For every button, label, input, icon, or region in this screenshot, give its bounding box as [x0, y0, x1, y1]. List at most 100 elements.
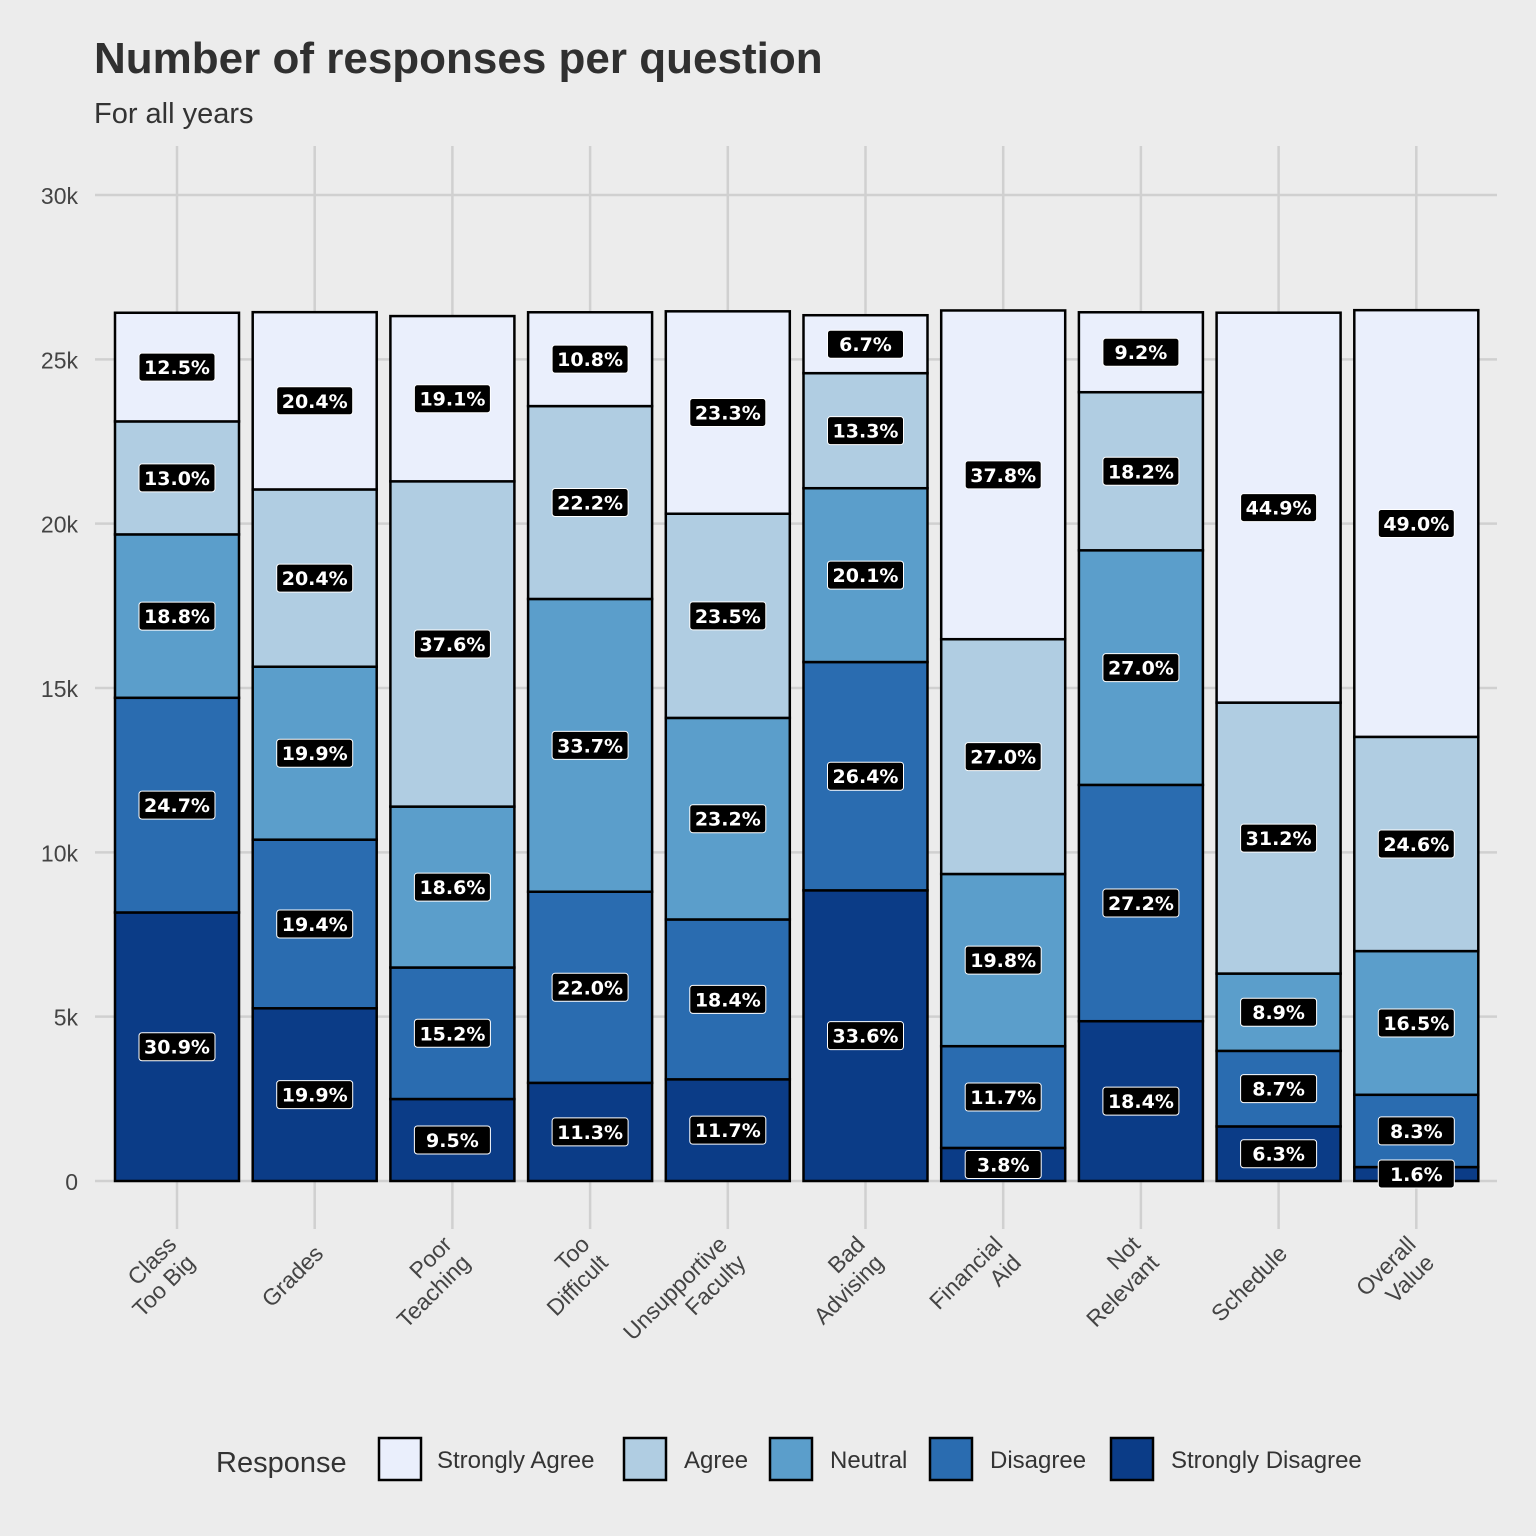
data-label: 9.5% [426, 1130, 479, 1152]
data-label-group: 19.4% [276, 909, 354, 939]
data-label-group: 20.1% [827, 560, 904, 590]
data-label-group: 49.0% [1377, 509, 1455, 539]
data-label-group: 19.9% [276, 738, 354, 768]
data-label-bg [964, 1082, 1042, 1112]
data-label: 27.0% [1108, 658, 1174, 680]
x-tick-label: PoorTeaching [373, 1231, 475, 1333]
data-label-bg [413, 1018, 491, 1048]
data-label-bg [1102, 337, 1180, 367]
data-label-bg [276, 386, 354, 416]
data-label-group: 24.7% [138, 790, 216, 820]
data-label-group: 37.6% [413, 629, 491, 659]
chart-subtitle: For all years [94, 98, 254, 130]
data-label-bg [1240, 823, 1318, 853]
legend-swatch [377, 1436, 423, 1482]
data-label-group: 9.2% [1102, 337, 1180, 367]
data-label: 31.2% [1246, 828, 1312, 850]
legend-entry-label: Strongly Disagree [1171, 1447, 1362, 1474]
data-label-group: 20.4% [276, 386, 354, 416]
data-label: 24.6% [1383, 834, 1449, 856]
data-label: 20.1% [833, 565, 899, 587]
data-label-bg [1102, 1086, 1180, 1116]
data-label: 24.7% [144, 795, 210, 817]
data-label: 15.2% [419, 1023, 485, 1045]
x-tick-label: NotRelevant [1063, 1231, 1164, 1332]
x-axis-ticks: ClassToo Big Grades PoorTeaching TooDifficu… [122, 1231, 1439, 1346]
data-label-bg [1377, 1008, 1455, 1038]
data-label-group: 8.3% [1377, 1116, 1455, 1146]
data-label: 18.6% [419, 877, 485, 899]
data-label-group: 10.8% [551, 344, 629, 374]
x-tick-label-line: Grades [257, 1240, 329, 1312]
data-label-bg [1102, 888, 1180, 918]
data-label: 12.5% [144, 357, 210, 379]
data-label-group: 27.2% [1102, 888, 1180, 918]
data-label: 13.0% [144, 468, 210, 490]
y-tick-label: 30k [41, 183, 79, 209]
legend-swatch [622, 1436, 668, 1482]
data-label: 3.8% [977, 1154, 1030, 1176]
data-label: 27.0% [970, 747, 1036, 769]
data-label: 44.9% [1246, 498, 1312, 520]
data-label-group: 27.0% [964, 742, 1042, 772]
data-label: 20.4% [282, 568, 348, 590]
y-tick-label: 5k [54, 1005, 79, 1031]
data-label-group: 44.9% [1240, 493, 1318, 523]
data-label-bg [827, 1021, 904, 1051]
data-label-group: 26.4% [827, 761, 904, 791]
data-label-group: 11.7% [964, 1082, 1042, 1112]
data-label-group: 19.8% [964, 945, 1042, 975]
data-label: 16.5% [1383, 1013, 1449, 1035]
x-tick-label: BadAdvising [790, 1231, 888, 1329]
legend-entry-label: Disagree [990, 1447, 1086, 1474]
data-label-bg [1102, 456, 1180, 486]
data-label: 26.4% [833, 766, 899, 788]
data-label-bg [413, 629, 491, 659]
data-label-group: 8.7% [1240, 1074, 1318, 1104]
legend-swatch [768, 1436, 814, 1482]
data-label: 30.9% [144, 1037, 210, 1059]
y-tick-label: 20k [41, 512, 79, 538]
data-label-group: 1.6% [1377, 1159, 1455, 1189]
y-tick-label: 25k [41, 347, 79, 373]
data-label-group: 23.5% [689, 601, 767, 631]
legend-entry-label: Strongly Agree [437, 1447, 594, 1474]
data-label-group: 22.2% [551, 488, 629, 518]
data-label-group: 8.9% [1240, 997, 1318, 1027]
data-label: 33.7% [557, 735, 623, 757]
data-label-bg [276, 563, 354, 593]
data-label-group: 23.3% [689, 398, 767, 428]
data-label-group: 37.8% [964, 460, 1042, 490]
data-label-bg [1240, 997, 1318, 1027]
data-label: 18.2% [1108, 461, 1174, 483]
data-label-bg [413, 384, 491, 414]
data-label: 19.9% [282, 1085, 348, 1107]
data-label-bg [551, 1117, 629, 1147]
data-label-bg [964, 1149, 1042, 1179]
x-tick-label: FinancialAid [924, 1231, 1026, 1333]
legend-swatch [1109, 1436, 1155, 1482]
data-label-bg [1377, 509, 1455, 539]
y-axis-ticks: 0 5k 10k 15k 20k 25k 30k [41, 183, 79, 1195]
data-label-bg [551, 730, 629, 760]
bar-segment [1077, 1019, 1205, 1183]
data-label: 18.4% [1108, 1091, 1174, 1113]
data-labels: 30.9% 19.9% 9.5% 11.3% 11.7% 33.6% 3.8% 18.4% 6.… [138, 329, 1455, 1189]
data-label-group: 20.4% [276, 563, 354, 593]
data-label-bg [413, 872, 491, 902]
data-label-group: 13.3% [827, 416, 904, 446]
data-label: 20.4% [282, 391, 348, 413]
data-label: 11.7% [695, 1120, 761, 1142]
data-label: 19.1% [419, 389, 485, 411]
data-label-group: 18.6% [413, 872, 491, 902]
data-label-bg [1102, 653, 1180, 683]
data-label-group: 33.6% [827, 1021, 904, 1051]
data-label-group: 31.2% [1240, 823, 1318, 853]
data-label-bg [964, 945, 1042, 975]
data-label: 23.5% [695, 606, 761, 628]
data-label-group: 6.3% [1240, 1139, 1318, 1169]
data-label-bg [1240, 1139, 1318, 1169]
data-label-bg [827, 560, 904, 590]
legend-entry-label: Neutral [830, 1447, 907, 1474]
